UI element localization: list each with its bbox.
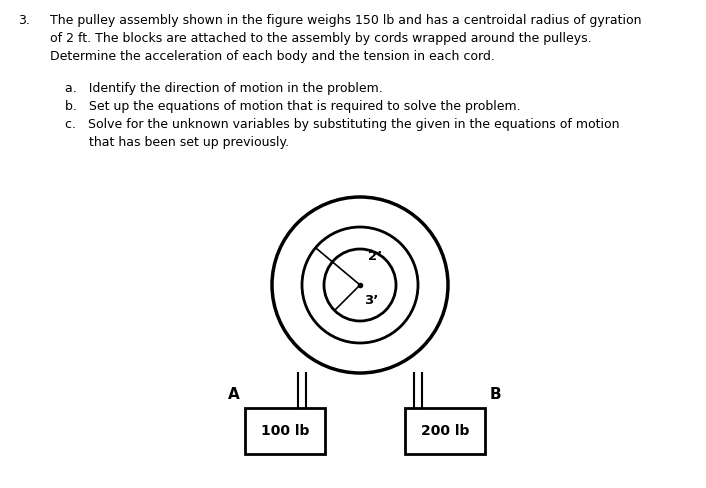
Bar [245, 408, 325, 454]
Text: 100 lb: 100 lb [261, 424, 309, 438]
Text: B: B [490, 387, 502, 402]
Text: 2’: 2’ [368, 250, 382, 264]
Text: a.   Identify the direction of motion in the problem.: a. Identify the direction of motion in t… [65, 82, 383, 95]
Text: 3.: 3. [18, 14, 30, 27]
Text: 3’: 3’ [364, 294, 378, 307]
Text: of 2 ft. The blocks are attached to the assembly by cords wrapped around the pul: of 2 ft. The blocks are attached to the … [50, 32, 592, 45]
Text: b.   Set up the equations of motion that is required to solve the problem.: b. Set up the equations of motion that i… [65, 100, 520, 113]
Text: The pulley assembly shown in the figure weighs 150 lb and has a centroidal radiu: The pulley assembly shown in the figure … [50, 14, 642, 27]
Text: A: A [228, 387, 240, 402]
Text: c.   Solve for the unknown variables by substituting the given in the equations : c. Solve for the unknown variables by su… [65, 118, 619, 131]
Text: Determine the acceleration of each body and the tension in each cord.: Determine the acceleration of each body … [50, 50, 495, 63]
Text: that has been set up previously.: that has been set up previously. [65, 136, 289, 149]
Text: 200 lb: 200 lb [421, 424, 469, 438]
Bar [405, 408, 485, 454]
